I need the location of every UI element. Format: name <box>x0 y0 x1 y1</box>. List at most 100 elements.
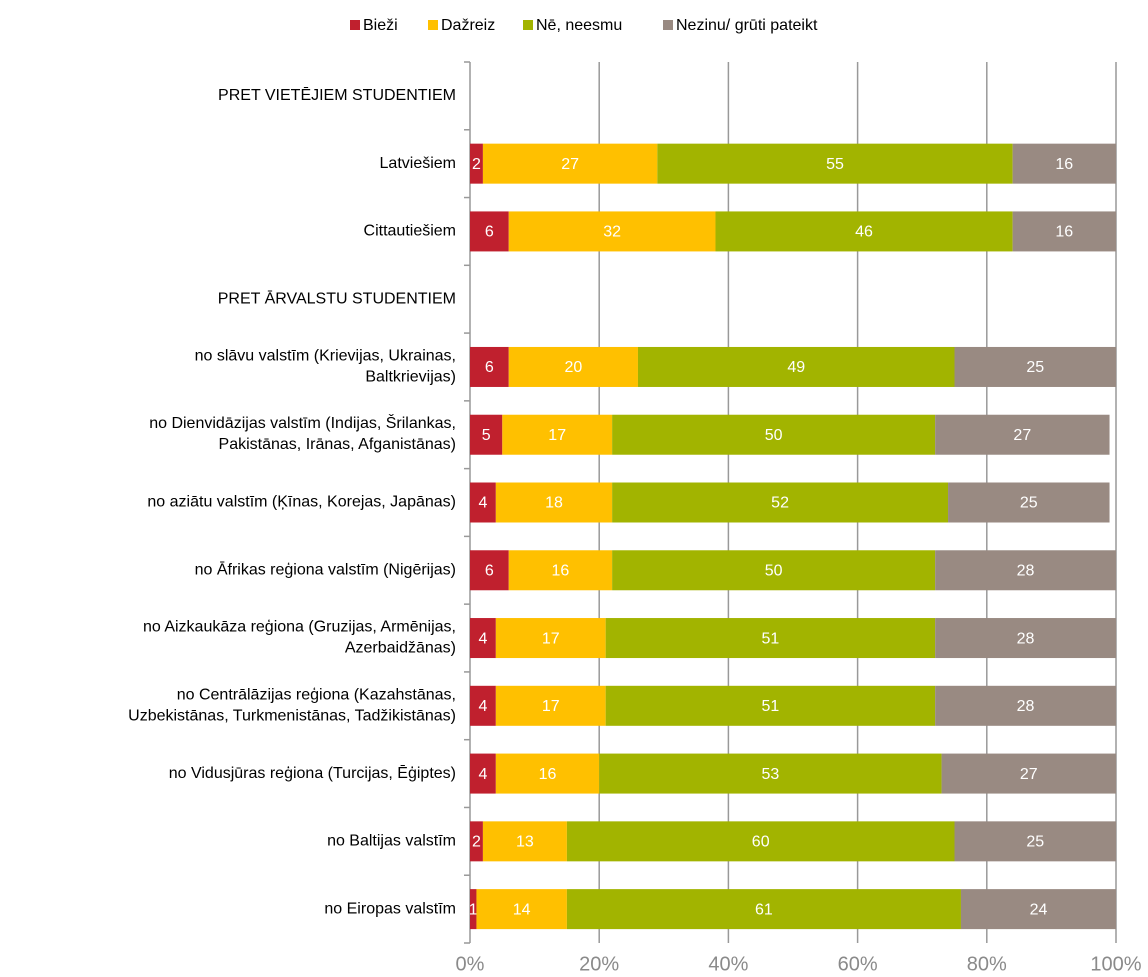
bar-segment <box>508 346 638 387</box>
bar-segment <box>960 889 1116 930</box>
bar-segment <box>482 143 658 184</box>
data-label: 4 <box>478 766 487 783</box>
bar-segment <box>637 346 955 387</box>
data-label: 25 <box>1026 359 1044 376</box>
x-tick-label: 60% <box>838 953 878 975</box>
legend-swatch <box>523 20 533 30</box>
bar-segment <box>470 346 509 387</box>
bar-segment <box>470 889 477 930</box>
y-tick-label: Cittautiešiem <box>364 223 456 240</box>
bar-segment <box>470 685 496 726</box>
x-tick-label: 0% <box>456 953 485 975</box>
data-label: 2 <box>472 156 481 173</box>
bar-segment <box>715 211 1013 252</box>
bar-segment <box>948 482 1110 523</box>
bar-segment <box>1012 211 1116 252</box>
data-label: 49 <box>787 359 805 376</box>
data-label: 27 <box>561 156 579 173</box>
y-tick-label: PRET VIETĒJIEM STUDENTIEM <box>218 86 456 104</box>
data-label: 53 <box>761 766 779 783</box>
y-tick-label: no Vidusjūras reģiona (Turcijas, Ēģiptes… <box>169 764 456 782</box>
data-label: 27 <box>1020 766 1038 783</box>
bar-segment <box>470 618 496 659</box>
bar-segment <box>612 482 949 523</box>
data-label: 17 <box>542 698 560 715</box>
bar-segment <box>935 685 1116 726</box>
data-label: 18 <box>545 495 563 512</box>
data-label: 32 <box>603 224 621 241</box>
legend-label: Bieži <box>363 17 398 34</box>
legend-label: Nē, neesmu <box>536 17 622 34</box>
bar-segment <box>495 753 600 794</box>
bar-segment <box>935 550 1116 591</box>
y-tick-label: no aziātu valstīm (Ķīnas, Korejas, Japān… <box>147 494 456 511</box>
data-label: 14 <box>513 901 531 918</box>
bar-segment <box>502 414 613 455</box>
data-label: 16 <box>552 562 570 579</box>
y-tick-label: Latviešiem <box>380 155 456 172</box>
data-label: 25 <box>1020 495 1038 512</box>
data-label: 51 <box>761 698 779 715</box>
legend-label: Dažreiz <box>441 17 495 34</box>
data-label: 13 <box>516 834 534 851</box>
data-label: 60 <box>752 834 770 851</box>
data-label: 2 <box>472 834 481 851</box>
data-label: 27 <box>1013 427 1031 444</box>
bar-segment <box>508 550 613 591</box>
y-tick-label: PRET ĀRVALSTU STUDENTIEM <box>218 289 456 307</box>
legend-label: Nezinu/ grūti pateikt <box>676 17 818 34</box>
legend-swatch <box>663 20 673 30</box>
bar-segment <box>470 550 509 591</box>
bar-segment <box>566 889 961 930</box>
x-tick-label: 20% <box>579 953 619 975</box>
data-label: 50 <box>765 562 783 579</box>
bar-segment <box>935 414 1110 455</box>
data-label: 6 <box>485 359 494 376</box>
data-label: 50 <box>765 427 783 444</box>
bar-segment <box>941 753 1116 794</box>
data-label: 4 <box>478 630 487 647</box>
y-tick-label: no Eiropas valstīm <box>324 900 456 917</box>
x-tick-label: 100% <box>1090 953 1141 975</box>
x-tick-label: 40% <box>708 953 748 975</box>
bar-segment <box>605 618 936 659</box>
data-label: 16 <box>1055 156 1073 173</box>
bar-segment <box>612 414 936 455</box>
data-label: 4 <box>478 495 487 512</box>
data-label: 46 <box>855 224 873 241</box>
x-tick-label: 80% <box>967 953 1007 975</box>
legend-swatch <box>428 20 438 30</box>
y-tick-label: no Dienvidāzijas valstīm (Indijas, Šrila… <box>149 413 456 453</box>
data-label: 20 <box>564 359 582 376</box>
bar-segment <box>612 550 936 591</box>
data-label: 28 <box>1017 630 1035 647</box>
bar-segment <box>495 685 606 726</box>
data-label: 16 <box>539 766 557 783</box>
bar-segment <box>657 143 1013 184</box>
bar-segment <box>1012 143 1116 184</box>
bar-segment <box>470 414 503 455</box>
data-label: 61 <box>755 901 773 918</box>
data-label: 17 <box>542 630 560 647</box>
data-label: 25 <box>1026 834 1044 851</box>
data-label: 6 <box>485 562 494 579</box>
bar-segment <box>508 211 716 252</box>
bar-segment <box>495 618 606 659</box>
data-label: 24 <box>1030 901 1048 918</box>
y-tick-label: no Āfrikas reģiona valstīm (Nigērijas) <box>195 560 456 578</box>
data-label: 5 <box>482 427 491 444</box>
data-label: 17 <box>548 427 566 444</box>
bar-segment <box>566 821 955 862</box>
data-label: 55 <box>826 156 844 173</box>
bar-segment <box>599 753 942 794</box>
bar-segment <box>605 685 936 726</box>
bar-segment <box>954 821 1116 862</box>
data-label: 51 <box>761 630 779 647</box>
data-label: 1 <box>469 901 478 918</box>
bar-segment <box>470 143 483 184</box>
data-label: 16 <box>1055 224 1073 241</box>
y-tick-label: no Baltijas valstīm <box>327 833 456 850</box>
y-tick-label: no slāvu valstīm (Krievijas, Ukrainas, Ba… <box>195 348 456 386</box>
data-label: 52 <box>771 495 789 512</box>
